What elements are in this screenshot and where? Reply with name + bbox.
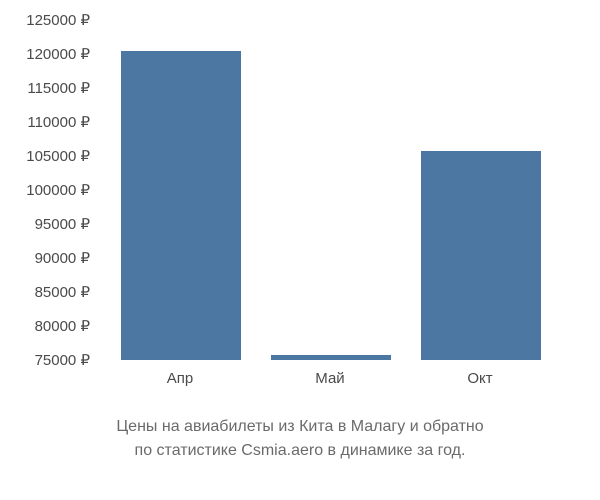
plot-area [100, 20, 570, 360]
bar [421, 151, 541, 360]
y-axis: 75000 ₽80000 ₽85000 ₽90000 ₽95000 ₽10000… [0, 20, 95, 360]
caption-line-1: Цены на авиабилеты из Кита в Малагу и об… [0, 415, 600, 439]
y-tick-label: 110000 ₽ [27, 113, 90, 131]
x-tick-label: Окт [467, 370, 492, 387]
x-tick-label: Апр [167, 370, 193, 387]
y-tick-label: 95000 ₽ [35, 215, 90, 233]
caption-line-2: по статистике Csmia.aero в динамике за г… [0, 439, 600, 463]
y-tick-label: 85000 ₽ [35, 283, 90, 301]
y-tick-label: 75000 ₽ [35, 351, 90, 369]
y-tick-label: 80000 ₽ [35, 317, 90, 335]
y-tick-label: 90000 ₽ [35, 249, 90, 267]
x-axis: Апр Май Окт [100, 365, 570, 395]
y-tick-label: 105000 ₽ [26, 147, 90, 165]
y-tick-label: 115000 ₽ [27, 79, 90, 97]
y-tick-label: 125000 ₽ [26, 11, 90, 29]
bar [271, 355, 391, 360]
x-tick-label: Май [315, 370, 344, 387]
chart-caption: Цены на авиабилеты из Кита в Малагу и об… [0, 415, 600, 463]
y-tick-label: 120000 ₽ [26, 45, 90, 63]
y-tick-label: 100000 ₽ [26, 181, 90, 199]
price-chart: 75000 ₽ 80000 ₽ 85000 ₽ 90000 ₽ 95000 ₽ 10000… [0, 10, 600, 410]
bar [121, 51, 241, 360]
